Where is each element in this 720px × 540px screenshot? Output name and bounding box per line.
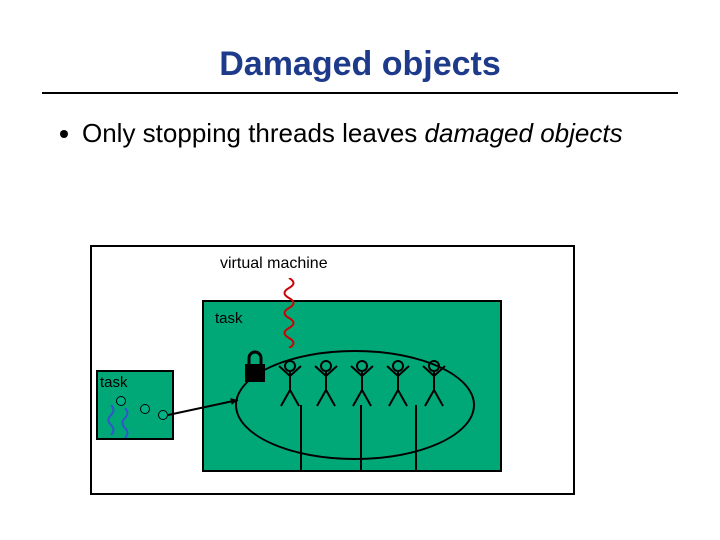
divider-line [415,405,417,472]
thread-spiral-icon [106,405,116,435]
stick-figure-icon [311,360,341,408]
stick-figure-icon [275,360,305,408]
bullet-emph: damaged objects [425,118,623,148]
bullet-dot-icon [60,130,68,138]
stick-figure-icon [383,360,413,408]
side-task-label: task [100,374,128,391]
object-dot-icon [140,404,150,414]
object-dot-icon [116,396,126,406]
title-text: Damaged objects [219,45,501,83]
main-task-label: task [215,310,243,327]
vm-label: virtual machine [220,255,328,273]
thread-spiral-icon [280,278,298,348]
divider-line [360,405,362,472]
lock-icon [243,350,267,386]
connector-arrow-icon [162,394,244,421]
bullet-item: Only stopping threads leaves damaged obj… [60,116,660,151]
divider-line [300,405,302,472]
stick-figure-icon [347,360,377,408]
stick-figure-icon [419,360,449,408]
slide-title: Damaged objects [0,0,720,92]
title-rule [42,92,678,94]
bullet-text: Only stopping threads leaves damaged obj… [82,116,623,151]
thread-spiral-icon [120,408,130,438]
bullet-prefix: Only stopping threads leaves [82,118,425,148]
